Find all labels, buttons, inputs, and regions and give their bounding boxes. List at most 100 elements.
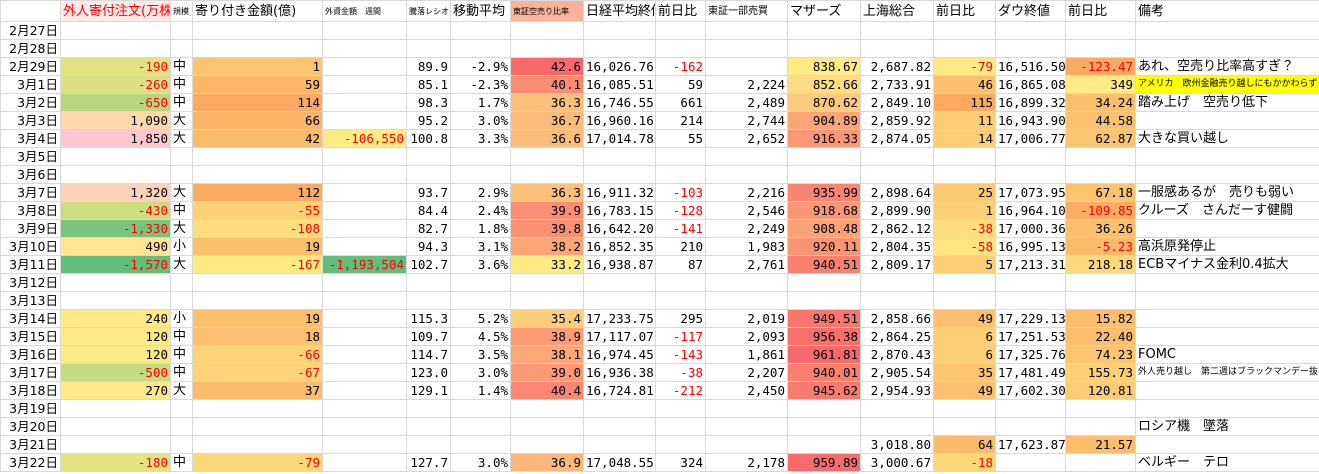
data-cell: 1.7% xyxy=(450,93,511,112)
data-cell: 36.7 xyxy=(510,111,584,130)
data-cell: -180 xyxy=(60,453,171,472)
data-cell: 2,216 xyxy=(705,183,788,202)
data-cell xyxy=(192,417,323,436)
data-cell: 17,229.13 xyxy=(995,309,1066,328)
table-row: 3月8日 -430 中 -55 84.4 2.4% 39.9 16,783.15 -128 2,5… xyxy=(0,201,1319,220)
data-cell: 949.51 xyxy=(787,309,861,328)
data-cell: 3.5% xyxy=(450,345,511,364)
data-cell: 84.4 xyxy=(406,201,451,220)
data-cell: 11 xyxy=(933,111,996,130)
data-cell: -1,570 xyxy=(60,255,171,274)
data-cell xyxy=(406,291,451,310)
data-cell xyxy=(860,417,934,436)
data-cell: 46 xyxy=(933,75,996,94)
data-cell: 49 xyxy=(933,381,996,400)
data-cell xyxy=(1065,291,1136,310)
data-cell: 120.81 xyxy=(1065,381,1136,400)
table-row: 3月6日 xyxy=(0,165,1319,184)
data-cell: 2,905.54 xyxy=(860,363,934,382)
data-cell xyxy=(583,417,656,436)
data-cell: 14 xyxy=(933,129,996,148)
data-cell: 2,858.66 xyxy=(860,309,934,328)
data-cell xyxy=(60,417,171,436)
data-cell: 120 xyxy=(60,327,171,346)
data-cell: 155.73 xyxy=(1065,363,1136,382)
data-cell: 2,733.91 xyxy=(860,75,934,94)
data-cell: 838.67 xyxy=(787,57,861,76)
data-cell: 36.26 xyxy=(1065,219,1136,238)
data-cell: 89.9 xyxy=(406,57,451,76)
data-cell xyxy=(655,273,706,292)
table-row: 3月12日 xyxy=(0,273,1319,292)
data-cell xyxy=(787,435,861,454)
column-header: 規模 xyxy=(170,0,193,22)
remark-cell xyxy=(1135,399,1319,418)
data-cell xyxy=(170,291,193,310)
data-cell xyxy=(583,291,656,310)
data-cell: 59 xyxy=(192,75,323,94)
data-cell: -79 xyxy=(933,57,996,76)
data-cell: -123.47 xyxy=(1065,57,1136,76)
data-cell: -5.23 xyxy=(1065,237,1136,256)
data-cell: 34.24 xyxy=(1065,93,1136,112)
data-cell xyxy=(655,435,706,454)
data-cell: 42.6 xyxy=(510,57,584,76)
data-cell xyxy=(787,291,861,310)
data-cell: -106,550 xyxy=(322,129,407,148)
data-cell: 19 xyxy=(192,309,323,328)
data-cell xyxy=(170,147,193,166)
data-cell xyxy=(510,291,584,310)
data-cell: 17,325.76 xyxy=(995,345,1066,364)
date-cell: 3月5日 xyxy=(0,147,61,166)
data-cell: 2,019 xyxy=(705,309,788,328)
data-cell: 39.9 xyxy=(510,201,584,220)
column-header: 前日比 xyxy=(933,0,996,22)
data-cell: 2,859.92 xyxy=(860,111,934,130)
data-cell: 中 xyxy=(170,327,193,346)
data-cell: 115.3 xyxy=(406,309,451,328)
data-cell xyxy=(1065,165,1136,184)
data-cell xyxy=(705,273,788,292)
data-cell xyxy=(322,93,407,112)
remark-cell: ベルギー テロ xyxy=(1135,453,1319,472)
data-cell: -18 xyxy=(933,453,996,472)
data-cell: 42 xyxy=(192,129,323,148)
date-cell: 3月17日 xyxy=(0,363,61,382)
data-cell: -2.3% xyxy=(450,75,511,94)
data-cell: 920.11 xyxy=(787,237,861,256)
remark-cell: 外人売り越し 第二週はブラックマンデー抜く xyxy=(1135,363,1319,382)
data-cell xyxy=(60,39,171,58)
data-cell: 295 xyxy=(655,309,706,328)
data-cell xyxy=(860,291,934,310)
data-cell: 62.87 xyxy=(1065,129,1136,148)
data-cell xyxy=(995,453,1066,472)
remark-cell xyxy=(1135,327,1319,346)
data-cell: 940.01 xyxy=(787,363,861,382)
remark-cell xyxy=(1135,435,1319,454)
column-header: 東証一部売買 xyxy=(705,0,788,22)
data-cell: 2,898.64 xyxy=(860,183,934,202)
data-cell xyxy=(406,39,451,58)
column-header xyxy=(0,0,61,22)
data-cell xyxy=(510,165,584,184)
data-cell: -38 xyxy=(655,363,706,382)
data-cell: -67 xyxy=(192,363,323,382)
data-cell xyxy=(787,417,861,436)
data-cell xyxy=(995,21,1066,40)
table-row: 3月17日 -500 中 -67 123.0 3.0% 39.0 16,936.38 -38 2,… xyxy=(0,363,1319,382)
data-cell: 93.7 xyxy=(406,183,451,202)
data-cell xyxy=(322,111,407,130)
data-cell: 2,652 xyxy=(705,129,788,148)
remark-cell: ECBマイナス金利0.4拡大 xyxy=(1135,255,1319,274)
remark-cell xyxy=(1135,39,1319,58)
data-cell: -141 xyxy=(655,219,706,238)
data-cell xyxy=(450,273,511,292)
data-cell xyxy=(322,453,407,472)
data-cell xyxy=(406,399,451,418)
data-cell: 3.0% xyxy=(450,111,511,130)
remark-cell xyxy=(1135,21,1319,40)
data-cell xyxy=(933,147,996,166)
data-cell: 127.7 xyxy=(406,453,451,472)
remark-cell xyxy=(1135,219,1319,238)
data-cell xyxy=(655,39,706,58)
